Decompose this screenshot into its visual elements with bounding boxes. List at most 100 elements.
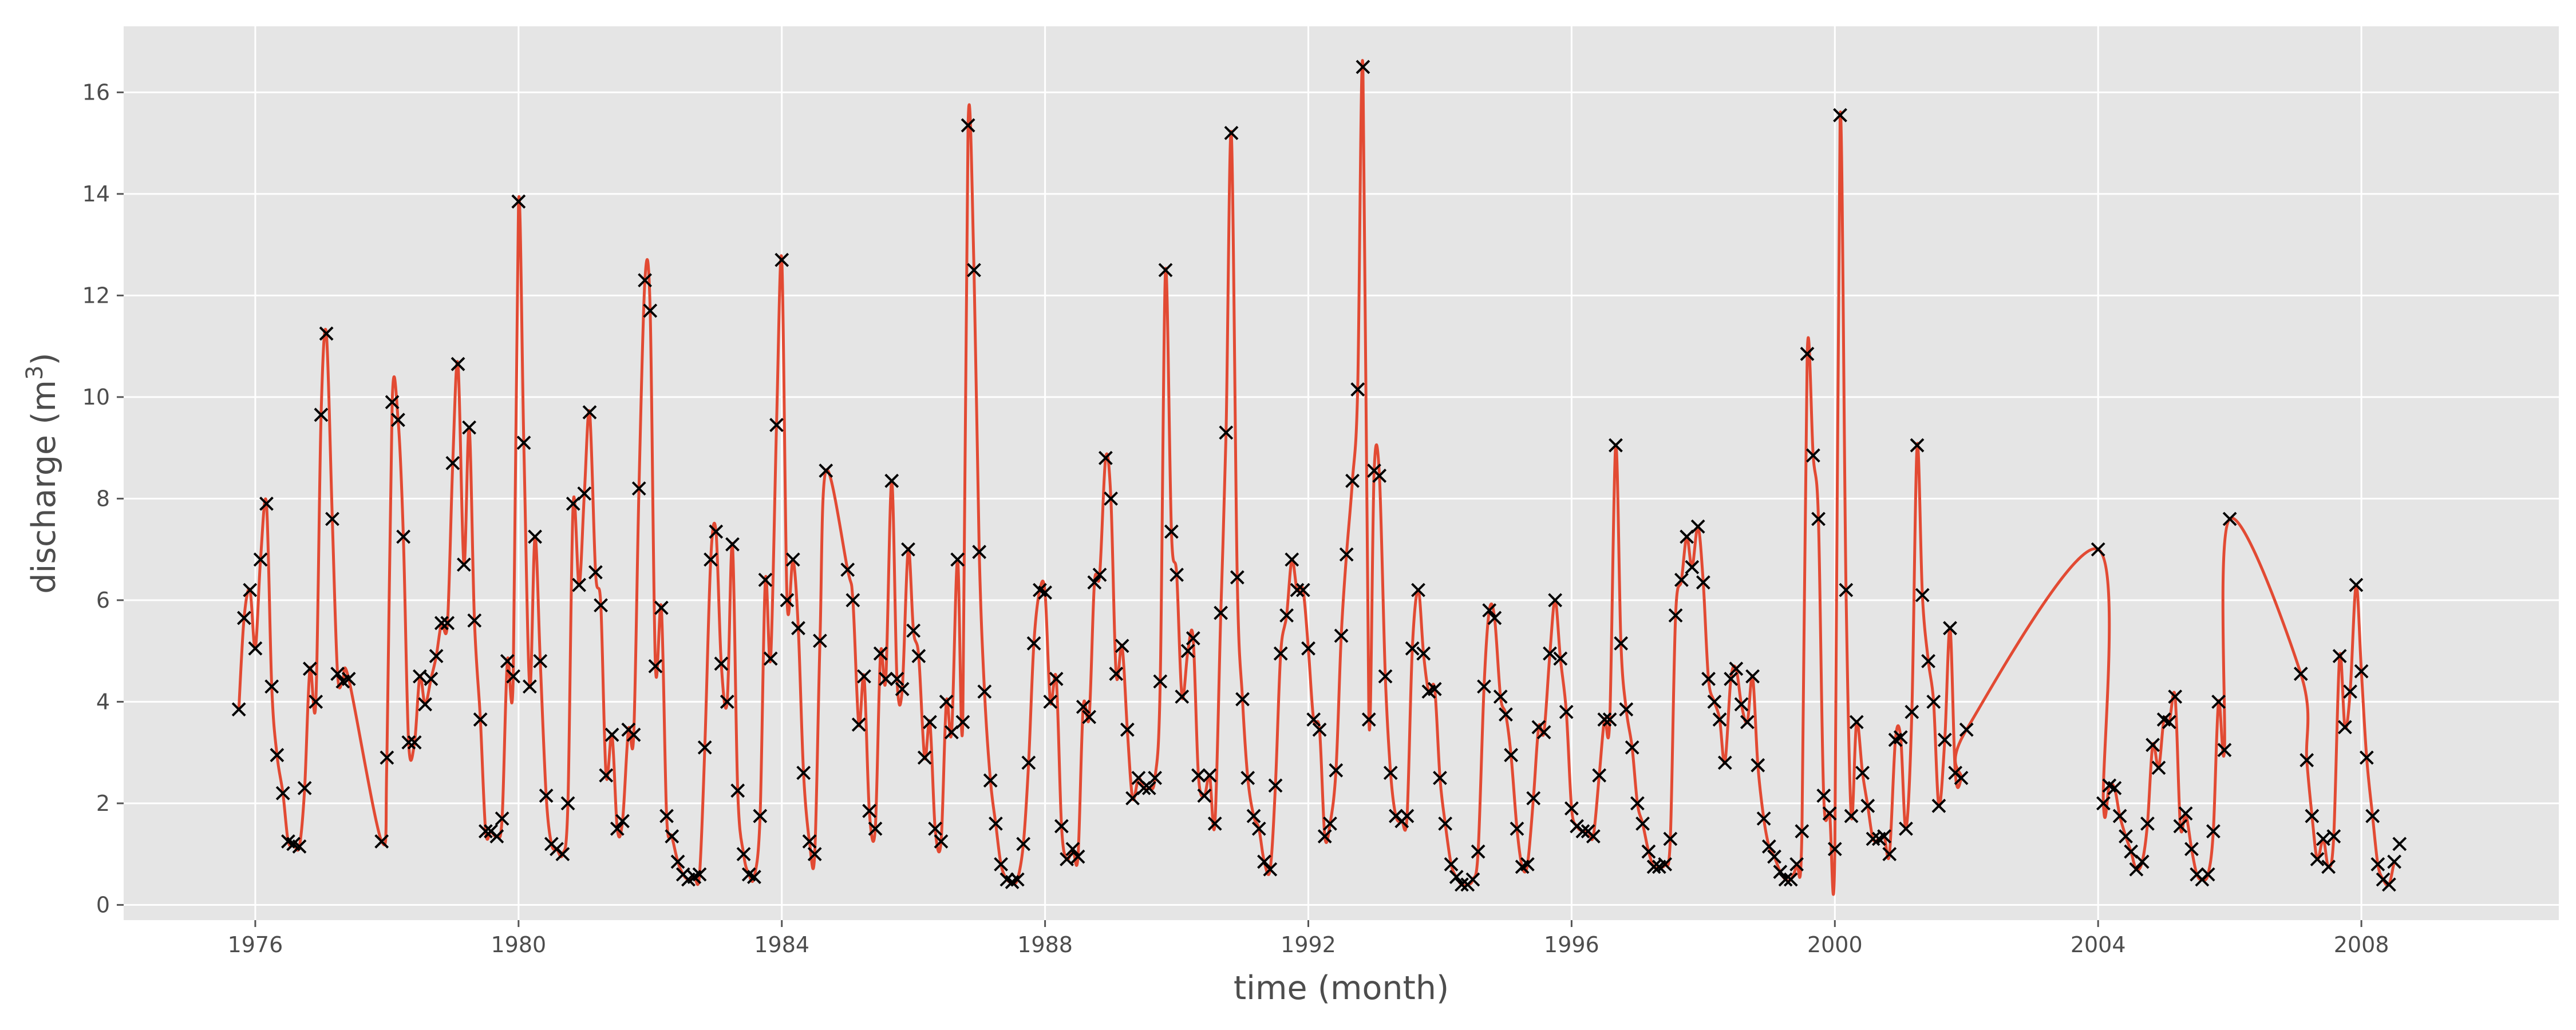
data-point-marker — [1536, 725, 1551, 740]
data-point-marker — [1350, 382, 1365, 397]
series-line — [237, 59, 2396, 896]
data-point-marker — [1070, 849, 1085, 864]
data-point-marker — [1658, 857, 1673, 871]
data-point-marker — [1751, 758, 1765, 772]
data-point-marker — [385, 395, 400, 410]
data-point-marker — [511, 194, 526, 209]
data-point-marker — [1405, 641, 1420, 656]
data-point-marker — [1931, 798, 1946, 813]
data-point-marker — [1745, 669, 1760, 684]
data-point-marker — [1559, 704, 1574, 719]
x-tick-label: 1984 — [754, 932, 809, 957]
y-axis-label-end: ) — [25, 352, 63, 365]
data-point-marker — [1543, 646, 1557, 661]
data-point-marker — [539, 789, 554, 803]
data-point-marker — [319, 326, 334, 341]
data-point-marker — [791, 621, 805, 636]
data-point-marker — [236, 611, 251, 625]
data-point-marker — [977, 684, 992, 699]
y-tick-label: 4 — [96, 689, 110, 714]
data-point-marker — [819, 464, 833, 478]
data-point-marker — [380, 750, 394, 765]
data-point-marker — [1943, 621, 1957, 636]
data-point-marker — [1520, 857, 1535, 871]
data-point-marker — [1707, 694, 1722, 709]
y-tick-label: 10 — [82, 385, 110, 410]
x-tick-label: 1988 — [1017, 932, 1073, 957]
data-point-marker — [253, 552, 268, 567]
data-point-marker — [478, 824, 493, 839]
data-point-marker — [1827, 842, 1842, 857]
data-point-marker — [1339, 547, 1354, 562]
data-point-marker — [424, 672, 438, 686]
data-point-marker — [456, 557, 471, 572]
data-point-marker — [1877, 829, 1891, 843]
data-point-marker — [1701, 672, 1716, 686]
data-point-marker — [1614, 636, 1629, 651]
data-point-marker — [2096, 796, 2111, 811]
y-tick-label: 12 — [82, 283, 110, 308]
data-point-marker — [605, 727, 619, 742]
data-point-marker — [243, 583, 258, 597]
data-point-marker — [1323, 816, 1337, 831]
data-point-marker — [890, 672, 904, 686]
data-point-marker — [2316, 831, 2330, 846]
data-point-marker — [638, 273, 653, 288]
data-point-marker — [1049, 672, 1064, 686]
data-point-marker — [1416, 646, 1431, 661]
data-point-marker — [1180, 644, 1195, 659]
data-point-marker — [1756, 811, 1771, 826]
data-point-marker — [1120, 722, 1135, 737]
data-point-marker — [1674, 572, 1689, 587]
data-point-marker — [857, 669, 871, 684]
data-point-marker — [1378, 669, 1393, 684]
data-point-marker — [588, 565, 603, 580]
data-point-marker — [1855, 766, 1870, 781]
data-point-marker — [1592, 768, 1607, 783]
data-point-marker — [1115, 639, 1129, 653]
data-point-marker — [1214, 605, 1228, 620]
data-point-marker — [994, 857, 1009, 871]
y-tick-label: 8 — [96, 486, 110, 511]
data-point-marker — [582, 405, 597, 419]
data-point-marker — [775, 252, 789, 267]
data-point-marker — [1789, 857, 1804, 871]
data-point-marker — [2381, 877, 2396, 892]
data-point-marker — [846, 593, 860, 608]
data-point-marker — [1175, 690, 1190, 704]
data-point-marker — [796, 766, 811, 781]
data-point-marker — [528, 529, 542, 544]
data-point-marker — [1104, 491, 1119, 506]
data-point-marker — [944, 725, 959, 740]
data-point-marker — [1921, 653, 1935, 668]
data-point-marker — [1866, 831, 1880, 846]
data-point-marker — [1926, 694, 1941, 709]
data-point-marker — [725, 537, 740, 552]
data-point-marker — [1690, 519, 1705, 534]
data-point-marker — [1487, 611, 1502, 625]
data-point-marker — [1109, 667, 1124, 681]
data-point-marker — [1207, 816, 1222, 831]
data-point-marker — [1778, 872, 1793, 887]
data-point-marker — [1816, 789, 1831, 803]
x-tick-label: 1992 — [1281, 932, 1336, 957]
data-point-marker — [1767, 849, 1781, 864]
data-point-marker — [314, 407, 329, 422]
data-point-marker — [1526, 791, 1541, 806]
data-point-marker — [1833, 108, 1847, 122]
data-point-marker — [500, 653, 515, 668]
data-point-marker — [1372, 469, 1387, 483]
data-point-marker — [1290, 583, 1305, 597]
data-point-marker — [670, 854, 685, 869]
data-point-marker — [939, 694, 954, 709]
y-axis-label-superscript: 3 — [22, 366, 48, 380]
data-point-marker — [1257, 854, 1271, 869]
data-point-marker — [2206, 824, 2221, 839]
data-point-marker — [1224, 125, 1239, 140]
data-point-marker — [2293, 667, 2308, 681]
data-point-marker — [983, 773, 998, 788]
data-point-marker — [720, 694, 734, 709]
data-point-marker — [1729, 661, 1744, 676]
data-point-marker — [1773, 865, 1788, 880]
data-point-marker — [429, 649, 444, 663]
